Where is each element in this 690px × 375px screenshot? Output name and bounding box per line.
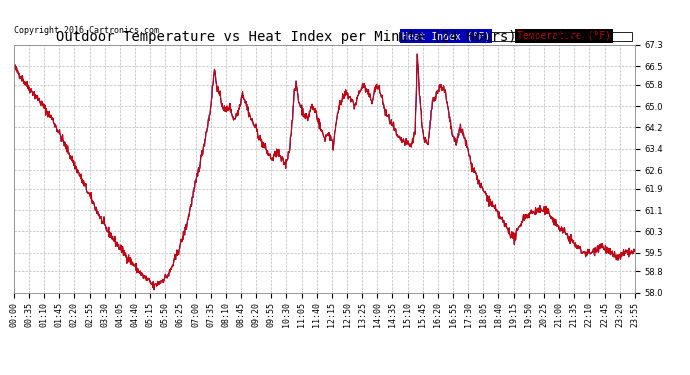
Text: Copyright 2016 Cartronics.com: Copyright 2016 Cartronics.com	[14, 26, 159, 35]
Text: Temperature (°F): Temperature (°F)	[517, 32, 611, 41]
Title: Outdoor Temperature vs Heat Index per Minute (24 Hours) 20160612: Outdoor Temperature vs Heat Index per Mi…	[57, 30, 592, 44]
Text: Heat Index (°F): Heat Index (°F)	[402, 32, 490, 41]
